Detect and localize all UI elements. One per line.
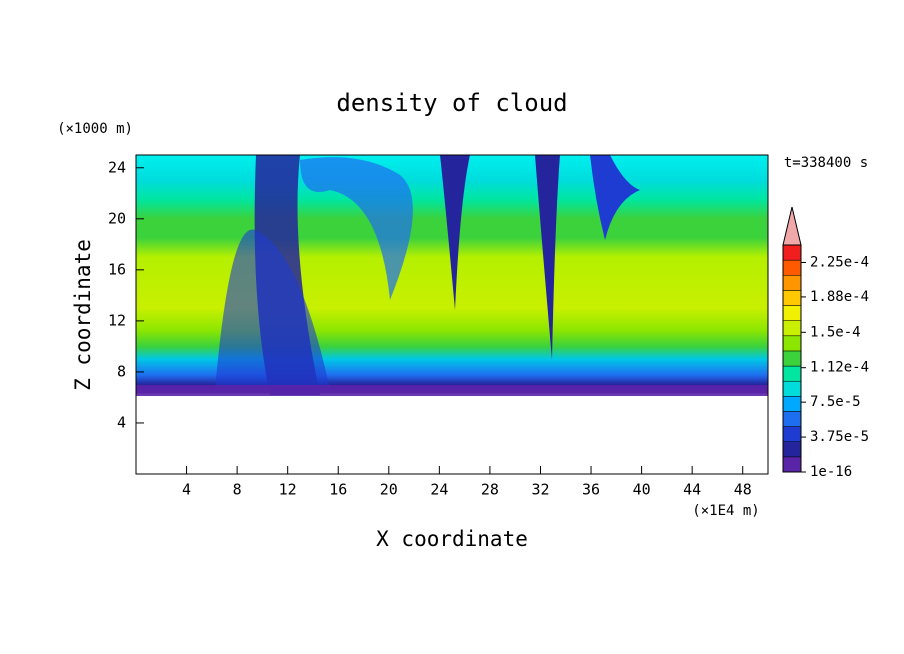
colorbar-extension [782, 206, 802, 246]
x-tick-label: 16 [329, 481, 347, 499]
contour-field [136, 155, 768, 474]
colorbar-segment [782, 380, 802, 397]
x-tick-label: 24 [430, 481, 448, 499]
colorbar-tick-label: 1.5e-4 [810, 324, 861, 340]
y-tick-label: 8 [117, 362, 126, 380]
colorbar-segment [782, 441, 802, 458]
colorbar-segment [782, 259, 802, 276]
x-tick-label: 8 [233, 481, 242, 499]
plot-frame [135, 154, 769, 475]
x-tick-label: 44 [683, 481, 701, 499]
x-tick-label: 12 [279, 481, 297, 499]
colorbar-tick-label: 1.12e-4 [810, 360, 869, 376]
colorbar-tick-label: 1e-16 [810, 464, 852, 480]
y-tick-label: 4 [117, 413, 126, 431]
colorbar-segment [782, 275, 802, 291]
colorbar-frame [782, 244, 802, 473]
y-unit: (×1000 m) [57, 121, 133, 137]
colorbar-segment [782, 335, 802, 352]
y-tick-label: 16 [108, 260, 126, 278]
colorbar-segment [782, 290, 802, 306]
colorbar-segment [782, 244, 802, 261]
y-tick-label: 24 [108, 158, 126, 176]
x-axis-label: X coordinate [376, 527, 528, 551]
x-tick-label: 48 [734, 481, 752, 499]
x-unit: (×1E4 m) [692, 503, 759, 519]
y-tick-label: 12 [108, 311, 126, 329]
x-tick-label: 4 [182, 481, 191, 499]
colorbar-tick-label: 3.75e-5 [810, 429, 869, 445]
x-tick-label: 28 [481, 481, 499, 499]
colorbar-segment [782, 350, 802, 367]
colorbar-tick-label: 7.5e-5 [810, 394, 861, 410]
colorbar-segment [782, 365, 802, 382]
x-tick-label: 36 [582, 481, 600, 499]
colorbar-segment [782, 426, 802, 442]
x-tick-label: 32 [531, 481, 549, 499]
colorbar-segment [782, 320, 802, 337]
x-tick-label: 40 [633, 481, 651, 499]
colorbar-segment [782, 305, 802, 321]
colorbar-segment [782, 456, 802, 473]
chart-title: density of cloud [336, 89, 567, 117]
time-annotation: t=338400 s [784, 155, 868, 171]
y-tick-label: 20 [108, 209, 126, 227]
colorbar-segment [782, 396, 802, 412]
colorbar-segment [782, 411, 802, 427]
y-axis-label: Z coordinate [71, 239, 95, 391]
x-tick-label: 20 [380, 481, 398, 499]
colorbar-tick-label: 2.25e-4 [810, 254, 869, 270]
colorbar-tick-label: 1.88e-4 [810, 289, 869, 305]
